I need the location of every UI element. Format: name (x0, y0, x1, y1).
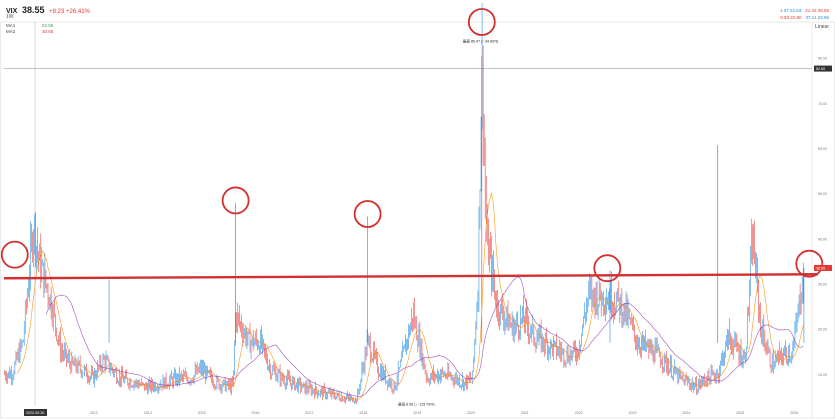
ma-slow-line (45, 276, 804, 397)
ma1-value: 22.05 (42, 23, 54, 28)
ma2-value: 30.65 (42, 29, 54, 34)
ma-row-1[interactable]: MA1 22.05 (6, 23, 53, 28)
highlight-circle-1 (221, 186, 250, 215)
ma-row-2[interactable]: MA2 30.65 (6, 29, 53, 34)
y-tick-3: 55.00 (818, 192, 827, 196)
axes: 85.00 75.00 65.00 55.00 45.00 35.00 25.00 15.00… (24, 57, 832, 416)
scale-mode-button[interactable]: Linear (815, 24, 829, 30)
plot-frame (0, 21, 835, 419)
x-tick-11: 2023 (629, 411, 637, 415)
y-tick-1: 75.00 (818, 102, 827, 106)
x-tick-2: 2014 (144, 411, 152, 415)
moving-averages (16, 192, 804, 400)
ma1-label: MA1 (6, 23, 16, 28)
x-tick-1: 2013 (90, 411, 98, 415)
x-tick-4: 2016 (251, 411, 259, 415)
y-tick-7: 15.00 (818, 373, 827, 377)
legend-r1-b: 21.43 38.55 (805, 8, 829, 13)
timeframe-label[interactable]: 1W (6, 14, 14, 20)
ma2-label: MA2 (6, 29, 16, 34)
y-tick-4: 45.00 (818, 237, 827, 241)
chart-header: VIX 38.55 +8.23 +26.41% (6, 5, 90, 15)
ma-fast-line (16, 192, 804, 400)
x-tick-9: 2021 (521, 411, 529, 415)
last-price: 38.55 (21, 5, 45, 15)
x-tick-8: 2020 (467, 411, 475, 415)
x-tick-3: 2015 (198, 411, 206, 415)
grid (0, 21, 835, 419)
crosshair-price-label: 82.69 (816, 67, 825, 71)
last-price-label: 38.55 (816, 266, 825, 270)
crosshair-date-label: 2022-09-30 (26, 411, 44, 415)
price-bars (4, 2, 805, 405)
x-tick-10: 2022 (575, 411, 583, 415)
y-tick-2: 65.00 (818, 147, 827, 151)
x-tick-6: 2018 (359, 411, 367, 415)
highlight-circle-0 (0, 240, 29, 269)
highlight-circle-2 (353, 200, 382, 228)
x-tick-12: 2024 (682, 411, 690, 415)
x-tick-14: 2026 (790, 411, 798, 415)
x-tick-5: 2017 (305, 411, 313, 415)
highlight-circle-4 (593, 254, 622, 283)
x-tick-7: 2019 (413, 411, 421, 415)
highlight-circle-3 (467, 8, 496, 36)
low-label: 最低 8.56 (↓ -115.79%) (398, 402, 435, 407)
crosshair-date-tag (24, 409, 47, 416)
last-price-tag (814, 264, 832, 271)
legend-r2-a: 0.93 22.90 (780, 15, 802, 20)
annotations: 最高 85.47 (↑ 94.89%) 最低 8.56 (↓ -115.79%) (0, 8, 824, 407)
crosshair-price-tag (814, 65, 832, 72)
x-tick-13: 2025 (736, 411, 744, 415)
highlight-circle-5 (795, 249, 824, 278)
support-line (3, 273, 819, 280)
high-label: 最高 85.47 (↑ 94.89%) (463, 38, 499, 43)
legend-r1-a: 1.37 22.63 (779, 8, 802, 13)
y-tick-0: 85.00 (818, 57, 827, 61)
legend-r2-b: 37.11 22.96 (805, 15, 829, 20)
y-tick-5: 35.00 (818, 283, 827, 287)
y-tick-6: 25.00 (818, 328, 827, 332)
indicator-legend: 1.37 22.63 21.43 38.55 0.93 22.90 37.11 22… (776, 7, 829, 21)
symbol-label[interactable]: VIX (6, 8, 18, 15)
price-change: +8.23 +26.41% (49, 9, 90, 15)
